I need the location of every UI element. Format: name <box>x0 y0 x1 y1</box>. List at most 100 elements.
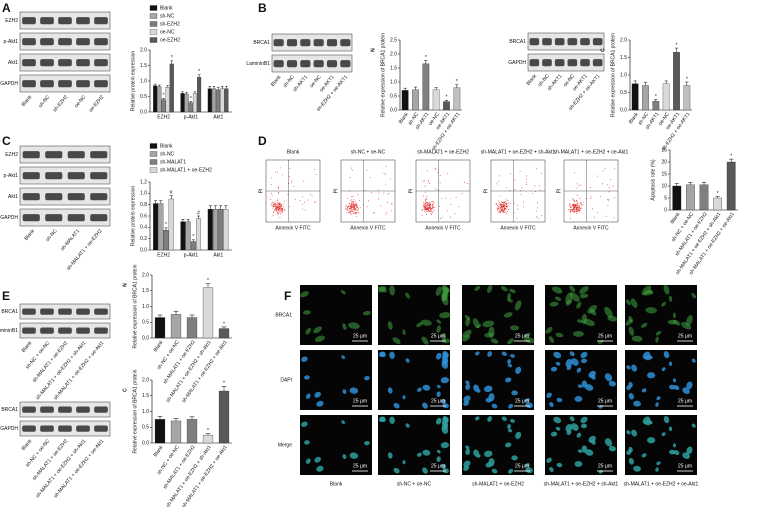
flow-dot <box>614 197 616 198</box>
legend-label: sh-EZH2 <box>160 21 180 27</box>
flow-dot <box>351 202 352 204</box>
flow-dot <box>519 170 521 172</box>
cell <box>628 392 634 400</box>
cell <box>476 324 482 329</box>
flow-dot <box>352 201 354 203</box>
blot-band <box>76 406 90 413</box>
flow-dot <box>290 182 292 183</box>
flow-dot <box>498 212 500 214</box>
blot-row-label: GAPDH <box>0 426 18 432</box>
flow-dot <box>277 202 279 204</box>
flow-dot <box>277 199 278 201</box>
cell <box>463 400 470 406</box>
flow-dot <box>274 202 276 204</box>
flow-dot <box>573 208 574 210</box>
y-tick-label: 0.5 <box>140 94 147 100</box>
blot-band <box>90 151 108 159</box>
flow-dot <box>534 191 536 193</box>
cell <box>668 295 673 302</box>
flow-dot <box>576 205 578 207</box>
flow-dot <box>366 169 368 171</box>
legend-label: sh-NC <box>160 13 175 19</box>
flow-dot <box>277 205 279 207</box>
flow-dot <box>573 205 575 207</box>
flow-dot <box>276 210 278 212</box>
cell <box>441 332 446 341</box>
flow-dot <box>377 189 379 191</box>
y-tick-label: 1.0 <box>390 79 397 85</box>
cell <box>488 458 495 467</box>
flow-dot <box>573 200 575 202</box>
cell <box>347 322 360 329</box>
flow-dot <box>514 189 516 190</box>
flow-dot <box>354 212 356 214</box>
flow-dot <box>455 197 457 198</box>
cell <box>487 351 493 357</box>
flow-dot <box>579 202 581 204</box>
flow-dot <box>351 199 353 201</box>
significance: # <box>170 190 173 196</box>
cell <box>545 326 553 334</box>
flow-dot <box>423 208 425 210</box>
flow-dot <box>301 203 303 205</box>
blot-band <box>58 406 72 413</box>
flow-dot <box>536 216 537 218</box>
flow-dot <box>273 209 275 211</box>
flow-dot <box>576 203 578 205</box>
bar <box>202 434 214 444</box>
flow-dot <box>278 192 279 194</box>
flow-dot <box>359 207 361 209</box>
significance: * <box>223 321 225 327</box>
flow-dot <box>500 207 502 208</box>
cell <box>505 377 512 383</box>
significance: * <box>192 234 194 240</box>
flow-dot <box>583 212 585 214</box>
bar <box>699 184 709 211</box>
flow-dot <box>597 175 599 177</box>
flow-dot <box>271 183 272 185</box>
flow-dot <box>506 212 508 214</box>
scale-bar-label: 25 μm <box>431 398 445 404</box>
flow-x-label: Annexin V FITC <box>573 225 609 231</box>
cell <box>389 351 395 359</box>
cell <box>511 455 518 461</box>
blot-band <box>22 17 36 25</box>
blot-lane-label: sh-EZH2 <box>52 94 69 113</box>
flow-dot <box>514 179 516 181</box>
y-tick-label: 0.8 <box>140 202 147 208</box>
cell <box>463 465 470 471</box>
bar <box>642 85 649 111</box>
flow-dot <box>310 194 311 195</box>
flow-dot <box>424 205 426 206</box>
flow-dot <box>352 210 354 212</box>
flow-dot <box>351 202 353 204</box>
blot-band <box>67 193 85 201</box>
blot-row-label: LamininB1 <box>246 61 270 67</box>
flow-dot <box>424 211 425 212</box>
flow-dot <box>496 207 498 209</box>
blot-row-label: BRCA1 <box>1 407 18 413</box>
y-tick-label: 0.2 <box>140 236 147 242</box>
cell <box>641 388 647 393</box>
bar <box>207 88 212 113</box>
flow-dot <box>573 207 575 209</box>
scale-bar-label: 25 μm <box>353 398 367 404</box>
y-tick-label: 0.0 <box>140 247 147 253</box>
cell <box>673 385 680 391</box>
blot-band <box>67 151 85 159</box>
legend-swatch <box>149 5 158 11</box>
significance: * <box>190 96 192 102</box>
flow-dot <box>570 206 572 208</box>
cell <box>387 387 393 394</box>
flow-dot <box>391 203 393 205</box>
flow-dot <box>359 200 361 202</box>
bar <box>165 87 170 113</box>
blot-band <box>45 214 63 222</box>
flow-dot <box>572 204 574 206</box>
flow-dot <box>429 201 431 203</box>
flow-dot <box>287 182 289 184</box>
flow-dot <box>502 203 504 205</box>
flow-dot <box>354 206 356 208</box>
cell <box>574 395 583 402</box>
flow-dot <box>502 201 504 203</box>
